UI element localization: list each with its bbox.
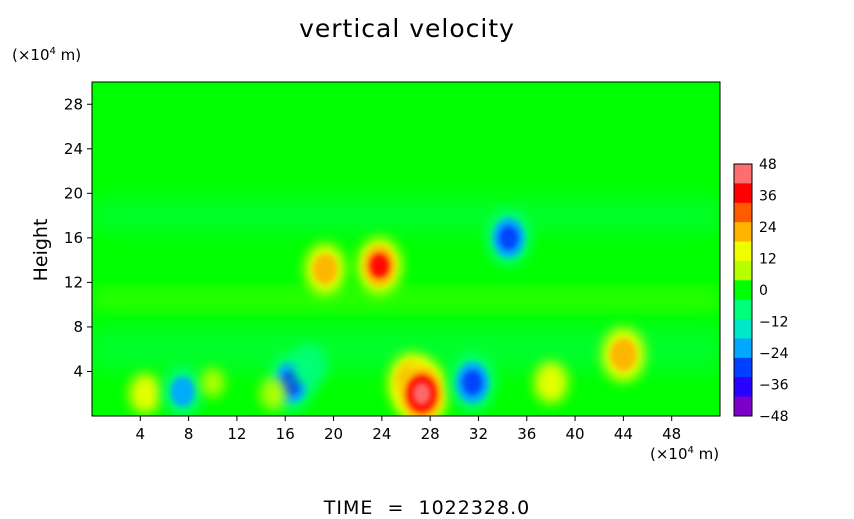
colorbar-swatch — [734, 338, 752, 359]
colorbar-swatch — [734, 319, 752, 339]
colorbar-swatch — [734, 396, 752, 417]
chart-title: vertical velocity — [299, 14, 515, 43]
feature-cell — [533, 361, 568, 404]
feature-cell — [498, 225, 519, 250]
feature-cells — [128, 209, 646, 416]
feature-cell — [610, 338, 637, 372]
time-readout: TIME = 1022328.0 — [0, 497, 854, 519]
x-tick-label: 40 — [566, 425, 585, 443]
texture-band — [92, 290, 720, 308]
feature-cell — [312, 253, 338, 285]
feature-cell — [462, 370, 483, 396]
colorbar-swatch — [734, 280, 752, 301]
colorbar-tick-label: −24 — [759, 346, 789, 362]
colorbar-tick-label: −36 — [759, 378, 789, 394]
colorbar-swatch — [734, 183, 752, 204]
x-tick-label: 36 — [517, 425, 536, 443]
feature-cell — [291, 344, 328, 388]
x-tick-label: 16 — [276, 425, 295, 443]
y-tick-label: 12 — [64, 273, 83, 291]
feature-cell — [412, 382, 431, 405]
feature-cell — [128, 373, 162, 414]
x-tick-label: 48 — [662, 425, 681, 443]
time-equals: = — [387, 497, 405, 519]
x-tick-label: 28 — [421, 425, 440, 443]
x-tick-label: 32 — [469, 425, 488, 443]
colorbar-swatch — [734, 202, 752, 223]
colorbar-swatch — [734, 241, 752, 262]
y-unit-suffix: m) — [55, 46, 82, 64]
y-tick-label: 20 — [64, 184, 83, 202]
y-unit-exponent: 4 — [49, 46, 56, 57]
x-tick-label: 4 — [136, 425, 146, 443]
x-axis-ticks: 4 8 12 16 20 24 28 32 36 40 44 48 — [136, 416, 681, 443]
colorbar: 48 36 24 12 0 −12 −24 −36 −48 — [733, 157, 789, 425]
colorbar-swatch — [734, 260, 752, 281]
y-tick-label: 28 — [64, 95, 83, 113]
texture-band — [92, 246, 720, 275]
y-tick-label: 16 — [64, 229, 83, 247]
colorbar-swatch — [734, 222, 752, 243]
colorbar-tick-label: −48 — [759, 409, 789, 425]
colorbar-tick-label: −12 — [759, 315, 789, 331]
x-tick-label: 24 — [372, 425, 391, 443]
colorbar-swatch — [734, 357, 752, 378]
colorbar-tick-label: 24 — [759, 220, 777, 236]
x-unit-prefix: (×10 — [650, 445, 688, 463]
feature-cell — [170, 376, 195, 407]
heatmap-field — [92, 82, 720, 416]
colorbar-swatch — [734, 299, 752, 320]
colorbar-swatch — [734, 164, 752, 184]
texture-band — [92, 198, 720, 233]
y-tick-label: 24 — [64, 140, 83, 158]
x-tick-label: 12 — [227, 425, 246, 443]
x-unit-suffix: m) — [693, 445, 720, 463]
feature-cell — [200, 367, 225, 398]
feature-cell — [259, 377, 287, 411]
feature-cell — [369, 253, 390, 278]
y-axis-ticks: 4 8 12 16 20 24 28 — [64, 95, 92, 380]
y-axis-unit: (×104 m) — [12, 46, 81, 64]
colorbar-tick-label: 48 — [759, 157, 777, 173]
colorbar-swatch — [734, 377, 752, 398]
colorbar-frame — [733, 163, 753, 417]
time-label: TIME — [323, 497, 374, 519]
y-unit-prefix: (×10 — [12, 46, 50, 64]
x-axis-unit: (×104 m) — [650, 445, 719, 463]
x-unit-exponent: 4 — [687, 445, 694, 456]
colorbar-tick-label: 36 — [759, 189, 777, 205]
y-tick-label: 4 — [73, 362, 83, 380]
x-tick-label: 8 — [184, 425, 194, 443]
plot-frame — [91, 81, 721, 417]
x-tick-label: 44 — [614, 425, 633, 443]
y-tick-label: 8 — [73, 318, 83, 336]
x-tick-label: 20 — [324, 425, 343, 443]
time-value: 1022328.0 — [418, 497, 531, 519]
colorbar-tick-label: 12 — [759, 252, 777, 268]
colorbar-tick-label: 0 — [759, 283, 768, 299]
